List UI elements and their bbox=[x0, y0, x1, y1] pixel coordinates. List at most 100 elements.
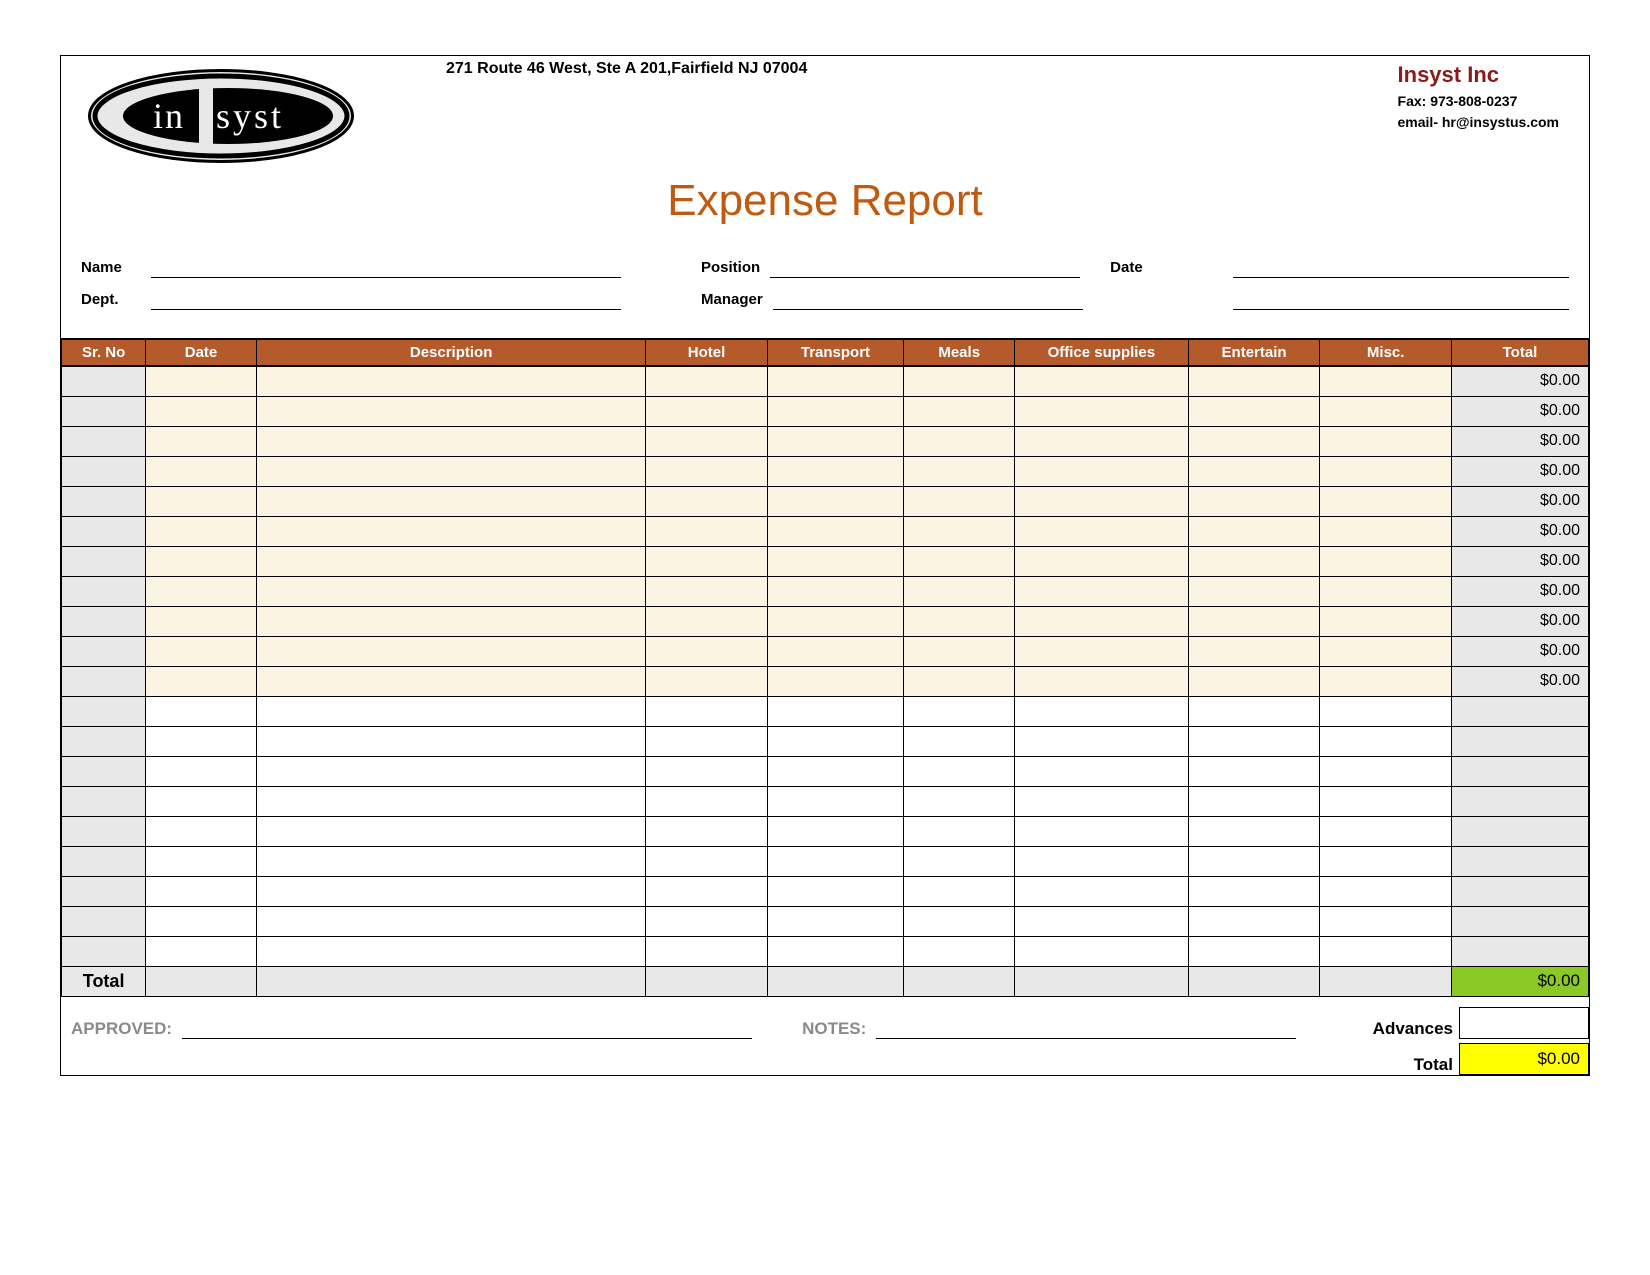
table-cell[interactable] bbox=[1188, 516, 1320, 546]
table-cell[interactable] bbox=[62, 516, 146, 546]
table-cell[interactable] bbox=[646, 636, 767, 666]
table-cell[interactable] bbox=[1320, 576, 1452, 606]
table-cell[interactable] bbox=[904, 696, 1015, 726]
table-cell[interactable] bbox=[1188, 726, 1320, 756]
table-cell[interactable] bbox=[256, 576, 646, 606]
table-cell[interactable] bbox=[1014, 486, 1188, 516]
table-cell[interactable] bbox=[62, 666, 146, 696]
table-cell[interactable] bbox=[146, 516, 257, 546]
table-cell[interactable] bbox=[646, 576, 767, 606]
table-cell[interactable] bbox=[1320, 696, 1452, 726]
table-cell[interactable] bbox=[146, 846, 257, 876]
table-cell[interactable] bbox=[904, 846, 1015, 876]
table-cell[interactable] bbox=[256, 816, 646, 846]
table-cell[interactable] bbox=[256, 786, 646, 816]
table-cell[interactable] bbox=[256, 396, 646, 426]
table-cell[interactable] bbox=[646, 936, 767, 966]
table-cell[interactable] bbox=[62, 696, 146, 726]
table-cell[interactable] bbox=[256, 906, 646, 936]
table-cell[interactable] bbox=[904, 576, 1015, 606]
notes-field[interactable] bbox=[876, 1017, 1296, 1039]
table-cell[interactable] bbox=[62, 756, 146, 786]
table-cell[interactable] bbox=[62, 846, 146, 876]
table-cell[interactable] bbox=[767, 846, 904, 876]
table-cell[interactable] bbox=[1188, 876, 1320, 906]
table-cell[interactable] bbox=[1320, 636, 1452, 666]
table-cell[interactable] bbox=[256, 456, 646, 486]
table-cell[interactable] bbox=[62, 396, 146, 426]
table-cell[interactable] bbox=[904, 366, 1015, 396]
table-cell[interactable] bbox=[256, 726, 646, 756]
table-cell[interactable] bbox=[256, 426, 646, 456]
table-cell[interactable] bbox=[146, 636, 257, 666]
table-cell[interactable] bbox=[904, 816, 1015, 846]
table-cell[interactable] bbox=[646, 816, 767, 846]
table-cell[interactable] bbox=[646, 426, 767, 456]
table-cell[interactable] bbox=[1320, 426, 1452, 456]
table-cell[interactable] bbox=[1014, 876, 1188, 906]
table-cell[interactable] bbox=[1320, 396, 1452, 426]
dept-field[interactable] bbox=[151, 288, 621, 310]
table-cell[interactable] bbox=[1014, 696, 1188, 726]
table-cell[interactable] bbox=[62, 426, 146, 456]
table-cell[interactable] bbox=[1320, 936, 1452, 966]
table-cell[interactable] bbox=[1188, 606, 1320, 636]
table-cell[interactable] bbox=[146, 816, 257, 846]
table-cell[interactable] bbox=[256, 846, 646, 876]
table-cell[interactable] bbox=[1320, 366, 1452, 396]
table-cell[interactable] bbox=[1188, 906, 1320, 936]
table-cell[interactable] bbox=[646, 906, 767, 936]
table-cell[interactable] bbox=[1320, 876, 1452, 906]
table-cell[interactable] bbox=[904, 456, 1015, 486]
table-cell[interactable] bbox=[767, 606, 904, 636]
table-cell[interactable] bbox=[1014, 366, 1188, 396]
table-cell[interactable] bbox=[256, 666, 646, 696]
table-cell[interactable] bbox=[767, 816, 904, 846]
table-cell[interactable] bbox=[62, 486, 146, 516]
table-cell[interactable] bbox=[62, 906, 146, 936]
table-cell[interactable] bbox=[146, 576, 257, 606]
table-cell[interactable] bbox=[646, 486, 767, 516]
table-cell[interactable] bbox=[1014, 846, 1188, 876]
table-cell[interactable] bbox=[767, 426, 904, 456]
table-cell[interactable] bbox=[767, 366, 904, 396]
table-cell[interactable] bbox=[904, 426, 1015, 456]
manager-field[interactable] bbox=[773, 288, 1083, 310]
table-cell[interactable] bbox=[1188, 786, 1320, 816]
advances-cell[interactable] bbox=[1459, 1007, 1589, 1039]
position-field[interactable] bbox=[770, 256, 1080, 278]
table-cell[interactable] bbox=[767, 726, 904, 756]
table-cell[interactable] bbox=[904, 906, 1015, 936]
table-cell[interactable] bbox=[256, 366, 646, 396]
table-cell[interactable] bbox=[1188, 636, 1320, 666]
table-cell[interactable] bbox=[1014, 666, 1188, 696]
table-cell[interactable] bbox=[1320, 726, 1452, 756]
table-cell[interactable] bbox=[1014, 726, 1188, 756]
table-cell[interactable] bbox=[767, 756, 904, 786]
table-cell[interactable] bbox=[1188, 816, 1320, 846]
table-cell[interactable] bbox=[1320, 786, 1452, 816]
table-cell[interactable] bbox=[62, 456, 146, 486]
table-cell[interactable] bbox=[62, 606, 146, 636]
table-cell[interactable] bbox=[1320, 666, 1452, 696]
table-cell[interactable] bbox=[146, 756, 257, 786]
table-cell[interactable] bbox=[256, 606, 646, 636]
table-cell[interactable] bbox=[146, 426, 257, 456]
table-cell[interactable] bbox=[62, 576, 146, 606]
table-cell[interactable] bbox=[646, 786, 767, 816]
table-cell[interactable] bbox=[256, 696, 646, 726]
table-cell[interactable] bbox=[1014, 426, 1188, 456]
table-cell[interactable] bbox=[1320, 816, 1452, 846]
table-cell[interactable] bbox=[146, 726, 257, 756]
table-cell[interactable] bbox=[62, 816, 146, 846]
table-cell[interactable] bbox=[62, 726, 146, 756]
table-cell[interactable] bbox=[146, 366, 257, 396]
table-cell[interactable] bbox=[256, 486, 646, 516]
table-cell[interactable] bbox=[646, 666, 767, 696]
table-cell[interactable] bbox=[767, 936, 904, 966]
table-cell[interactable] bbox=[256, 756, 646, 786]
table-cell[interactable] bbox=[1014, 756, 1188, 786]
table-cell[interactable] bbox=[767, 486, 904, 516]
table-cell[interactable] bbox=[146, 666, 257, 696]
table-cell[interactable] bbox=[767, 516, 904, 546]
